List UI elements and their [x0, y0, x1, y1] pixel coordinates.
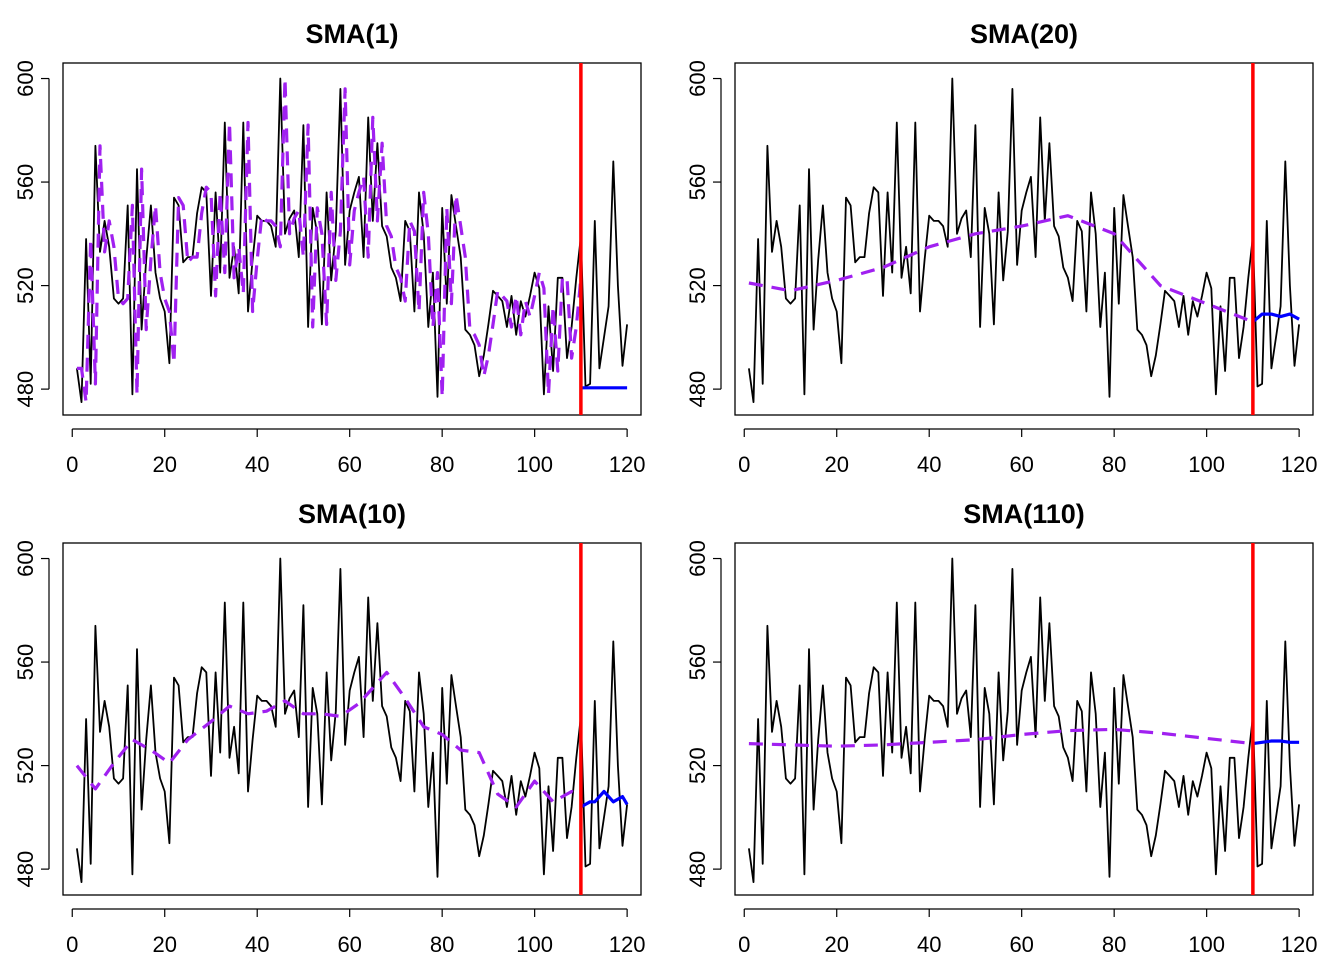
sma-1-x-tick-label: 80: [430, 452, 454, 477]
sma-1-x-tick-label: 0: [66, 452, 78, 477]
sma-1-plot-frame: [62, 62, 642, 416]
sma-110-fitted-line: [748, 727, 1254, 748]
sma-1-y-tick-label: 480: [13, 371, 38, 408]
sma-1-title: SMA(1): [306, 19, 399, 49]
sma-1-y-axis: 480 520 560 600: [13, 60, 50, 408]
sma-10-x-tick-label: 120: [609, 932, 646, 957]
sma-20-title: SMA(20): [970, 19, 1078, 49]
sma-20-y-tick-label: 600: [685, 60, 710, 97]
sma-110-x-tick-label: 20: [824, 932, 848, 957]
sma-10-x-tick-label: 60: [337, 932, 361, 957]
sma-110-x-tick-label: 60: [1009, 932, 1033, 957]
sma-20-x-axis: 0 20 40 60 80 100 120: [738, 428, 1318, 477]
sma-20-x-tick-label: 60: [1009, 452, 1033, 477]
sma-10-y-tick-label: 480: [13, 851, 38, 888]
sma-10-y-tick-label: 520: [13, 747, 38, 784]
sma-10-x-tick-label: 40: [245, 932, 269, 957]
sma-1-panel: SMA(1) 0 20 40 60 80 100 120 480 520 560 600: [13, 19, 645, 477]
sma-10-forecast-line: [580, 789, 629, 809]
sma-110-y-axis: 480 520 560 600: [685, 540, 722, 888]
sma-20-x-tick-label: 40: [917, 452, 941, 477]
sma-10-y-tick-label: 560: [13, 644, 38, 681]
sma-10-plot-frame: [62, 542, 642, 896]
sma-110-panel: SMA(110) 0 20 40 60 80 100 120 480 520 560 600: [685, 499, 1317, 957]
sma-1-x-tick-label: 100: [516, 452, 553, 477]
sma-20-x-tick-label: 100: [1188, 452, 1225, 477]
sma-1-y-tick-label: 520: [13, 267, 38, 304]
sma-110-x-tick-label: 80: [1102, 932, 1126, 957]
sma-110-x-tick-label: 40: [917, 932, 941, 957]
sma-10-actual-line: [76, 557, 628, 883]
sma-20-plot-frame: [734, 62, 1314, 416]
sma-10-x-tick-label: 20: [152, 932, 176, 957]
sma-20-y-tick-label: 520: [685, 267, 710, 304]
sma-110-x-tick-label: 0: [738, 932, 750, 957]
sma-20-x-tick-label: 120: [1281, 452, 1318, 477]
sma-110-title: SMA(110): [963, 499, 1085, 529]
sma-1-y-tick-label: 560: [13, 164, 38, 201]
sma-1-actual-line: [76, 77, 628, 404]
sma-20-x-tick-label: 0: [738, 452, 750, 477]
sma-110-y-tick-label: 600: [685, 540, 710, 577]
sma-110-y-tick-label: 560: [685, 644, 710, 681]
sma-1-x-tick-label: 40: [245, 452, 269, 477]
sma-10-x-tick-label: 0: [66, 932, 78, 957]
sma-1-fitted-line: [76, 76, 583, 404]
sma-20-y-axis: 480 520 560 600: [685, 60, 722, 408]
sma-10-fitted-line: [75, 670, 582, 809]
sma-110-x-axis: 0 20 40 60 80 100 120: [738, 908, 1318, 957]
sma-10-x-tick-label: 80: [430, 932, 454, 957]
sma-20-y-tick-label: 560: [685, 164, 710, 201]
sma-10-y-axis: 480 520 560 600: [13, 540, 50, 888]
sma-1-x-tick-label: 60: [337, 452, 361, 477]
sma-20-x-tick-label: 20: [824, 452, 848, 477]
sma-20-fitted-line: [748, 214, 1254, 324]
sma-110-x-tick-label: 100: [1188, 932, 1225, 957]
sma-110-forecast-line: [1252, 739, 1300, 746]
sma-1-x-tick-label: 120: [609, 452, 646, 477]
sma-10-y-tick-label: 600: [13, 540, 38, 577]
sma-1-x-tick-label: 20: [152, 452, 176, 477]
sma-110-actual-line: [748, 557, 1300, 883]
sma-20-y-tick-label: 480: [685, 371, 710, 408]
sma-110-y-tick-label: 520: [685, 747, 710, 784]
sma-20-panel: SMA(20) 0 20 40 60 80 100 120 480 520 560 600: [685, 19, 1317, 477]
sma-10-x-axis: 0 20 40 60 80 100 120: [66, 908, 646, 957]
sma-20-actual-line: [748, 77, 1300, 404]
sma-1-y-tick-label: 600: [13, 60, 38, 97]
sma-20-forecast-line: [1251, 312, 1300, 324]
sma-1-x-axis: 0 20 40 60 80 100 120: [66, 428, 646, 477]
sma-110-y-tick-label: 480: [685, 851, 710, 888]
sma-110-plot-frame: [734, 542, 1314, 896]
sma-10-title: SMA(10): [298, 499, 406, 529]
sma-10-panel: SMA(10) 0 20 40 60 80 100 120 480 520 560 600: [13, 499, 645, 957]
sma-10-x-tick-label: 100: [516, 932, 553, 957]
sma-20-x-tick-label: 80: [1102, 452, 1126, 477]
sma-110-x-tick-label: 120: [1281, 932, 1318, 957]
